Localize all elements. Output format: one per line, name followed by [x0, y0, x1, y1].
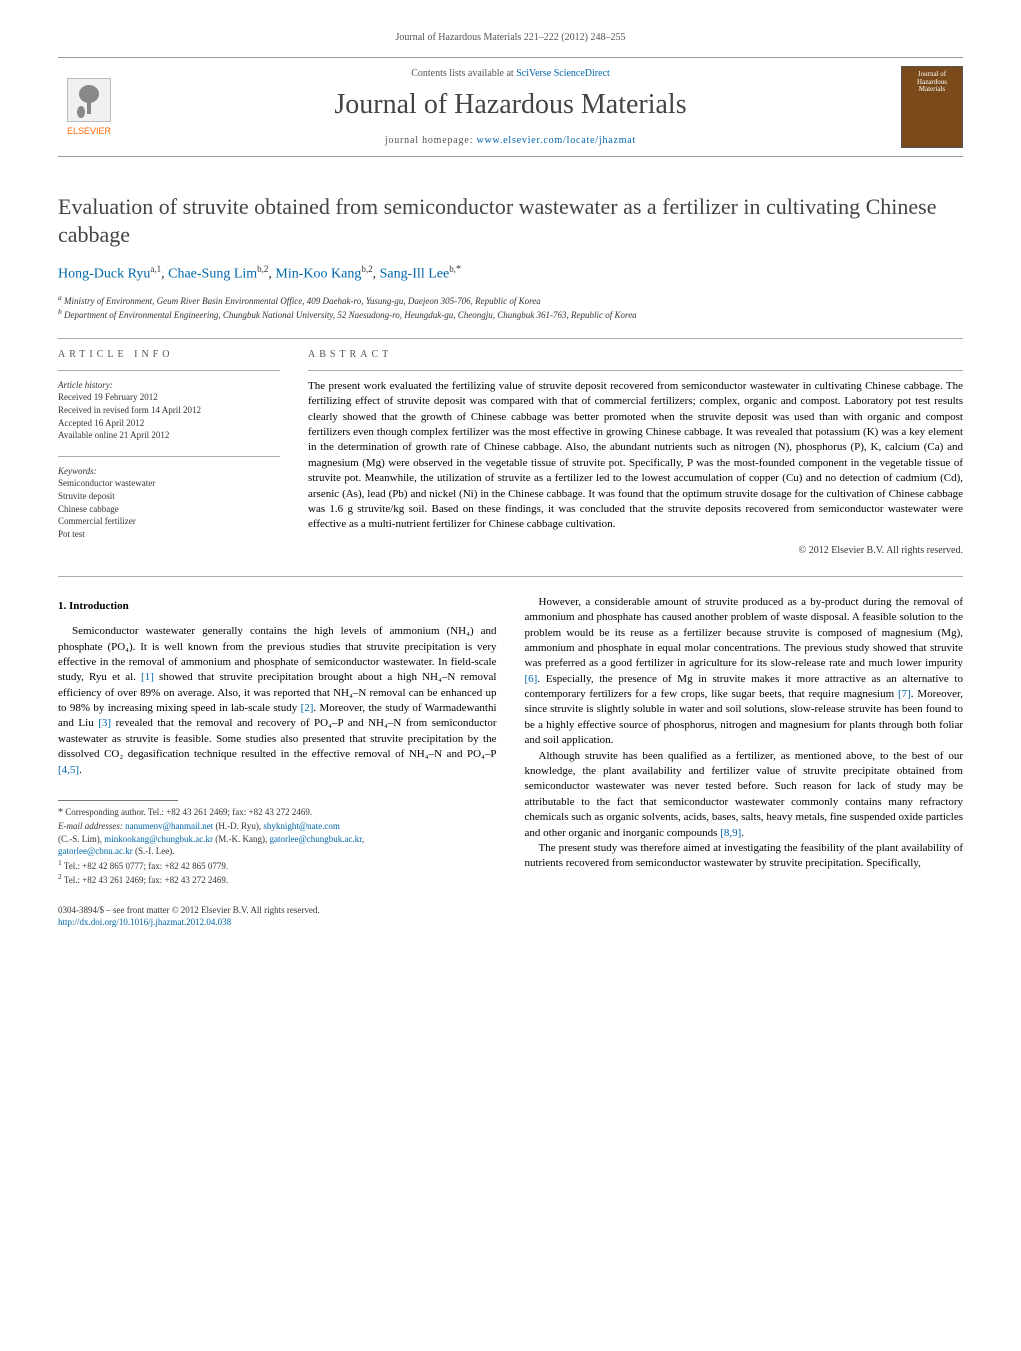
email-link[interactable]: gatorlee@cbnu.ac.kr	[58, 846, 133, 856]
footnote-2: 2 Tel.: +82 43 261 2469; fax: +82 43 272…	[58, 872, 497, 887]
body-paragraph: Although struvite has been qualified as …	[525, 749, 964, 841]
author-link[interactable]: Chae-Sung Lim	[168, 267, 257, 282]
info-abstract-row: article info Article history: Received 1…	[58, 349, 963, 556]
citation-link[interactable]: [2]	[301, 702, 314, 714]
star-icon: *	[58, 807, 63, 818]
author-sup: b,2	[257, 264, 268, 274]
journal-name: Journal of Hazardous Materials	[120, 89, 901, 121]
body-paragraph: However, a considerable amount of struvi…	[525, 595, 964, 749]
cover-text-3: Materials	[919, 86, 945, 94]
keywords-block: Keywords: Semiconductor wastewater Struv…	[58, 465, 280, 541]
homepage-link[interactable]: www.elsevier.com/locate/jhazmat	[476, 135, 636, 146]
affiliation-b: b Department of Environmental Engineerin…	[58, 307, 963, 322]
footer: 0304-3894/$ – see front matter © 2012 El…	[58, 905, 963, 928]
email-label: E-mail addresses:	[58, 821, 123, 831]
email-addresses: E-mail addresses: nanumenv@hanmail.net (…	[58, 820, 497, 858]
section-heading-introduction: 1. Introduction	[58, 599, 497, 614]
journal-cover-thumbnail: Journal of Hazardous Materials	[901, 66, 963, 148]
abstract-label: abstract	[308, 349, 963, 360]
publisher-logo: ELSEVIER	[58, 72, 120, 142]
author-list: Hong-Duck Ryua,1, Chae-Sung Limb,2, Min-…	[58, 264, 963, 283]
citation-link[interactable]: [7]	[898, 688, 911, 700]
doi-link[interactable]: http://dx.doi.org/10.1016/j.jhazmat.2012…	[58, 917, 231, 927]
footnote-rule	[58, 800, 178, 801]
homepage-line: journal homepage: www.elsevier.com/locat…	[120, 135, 901, 146]
author-link[interactable]: Hong-Duck Ryu	[58, 267, 150, 282]
article-info-column: article info Article history: Received 1…	[58, 349, 280, 556]
email-link[interactable]: shyknight@nate.com	[263, 821, 340, 831]
elsevier-tree-icon	[67, 78, 111, 122]
article-title: Evaluation of struvite obtained from sem…	[58, 193, 963, 248]
divider	[308, 370, 963, 371]
publisher-name: ELSEVIER	[67, 126, 111, 136]
keyword: Pot test	[58, 529, 85, 539]
body-paragraph: The present study was therefore aimed at…	[525, 841, 964, 872]
citation-link[interactable]: [1]	[141, 671, 154, 683]
citation-link[interactable]: [3]	[98, 717, 111, 729]
contents-prefix: Contents lists available at	[411, 68, 516, 79]
author-link[interactable]: Sang-Ill Lee	[380, 267, 450, 282]
history-online: Available online 21 April 2012	[58, 430, 169, 440]
keyword: Commercial fertilizer	[58, 516, 136, 526]
citation-link[interactable]: [4,5]	[58, 764, 79, 776]
author-link[interactable]: Min-Koo Kang	[275, 267, 361, 282]
divider	[58, 456, 280, 457]
history-label: Article history:	[58, 380, 113, 390]
body-text: 1. Introduction Semiconductor wastewater…	[58, 595, 963, 887]
keyword: Struvite deposit	[58, 491, 115, 501]
history-revised: Received in revised form 14 April 2012	[58, 405, 201, 415]
author-sup: b,2	[361, 264, 372, 274]
email-link[interactable]: gatorlee@chungbuk.ac.kr	[270, 834, 362, 844]
top-citation: Journal of Hazardous Materials 221–222 (…	[58, 32, 963, 43]
keyword: Semiconductor wastewater	[58, 478, 155, 488]
sciencedirect-link[interactable]: SciVerse ScienceDirect	[516, 68, 610, 79]
front-matter-line: 0304-3894/$ – see front matter © 2012 El…	[58, 905, 320, 915]
keywords-label: Keywords:	[58, 466, 97, 476]
footnotes: * Corresponding author. Tel.: +82 43 261…	[58, 800, 497, 887]
article-info-label: article info	[58, 349, 280, 360]
corresponding-star-icon: *	[456, 264, 461, 275]
contents-line: Contents lists available at SciVerse Sci…	[120, 68, 901, 79]
journal-header: ELSEVIER Contents lists available at Sci…	[58, 57, 963, 157]
footnote-1: 1 Tel.: +82 42 865 0777; fax: +82 42 865…	[58, 858, 497, 873]
abstract-copyright: © 2012 Elsevier B.V. All rights reserved…	[308, 545, 963, 556]
keyword: Chinese cabbage	[58, 504, 119, 514]
abstract-column: abstract The present work evaluated the …	[308, 349, 963, 556]
affiliation-a: a Ministry of Environment, Geum River Ba…	[58, 293, 963, 308]
email-link[interactable]: nanumenv@hanmail.net	[125, 821, 213, 831]
article-history: Article history: Received 19 February 20…	[58, 379, 280, 442]
citation-link[interactable]: [6]	[525, 673, 538, 685]
homepage-label: journal homepage:	[385, 135, 477, 146]
history-accepted: Accepted 16 April 2012	[58, 418, 144, 428]
divider	[58, 576, 963, 577]
body-paragraph: Semiconductor wastewater generally conta…	[58, 624, 497, 778]
citation-link[interactable]: [8,9]	[720, 827, 741, 839]
abstract-text: The present work evaluated the fertilizi…	[308, 379, 963, 533]
header-center: Contents lists available at SciVerse Sci…	[120, 68, 901, 146]
corresponding-author-footnote: * Corresponding author. Tel.: +82 43 261…	[58, 806, 497, 820]
divider	[58, 338, 963, 339]
divider	[58, 370, 280, 371]
author-sup: b,*	[449, 264, 461, 274]
affiliations: a Ministry of Environment, Geum River Ba…	[58, 293, 963, 322]
author-sup: a,1	[150, 264, 161, 274]
history-received: Received 19 February 2012	[58, 392, 158, 402]
email-link[interactable]: minkookang@chungbuk.ac.kr	[104, 834, 213, 844]
